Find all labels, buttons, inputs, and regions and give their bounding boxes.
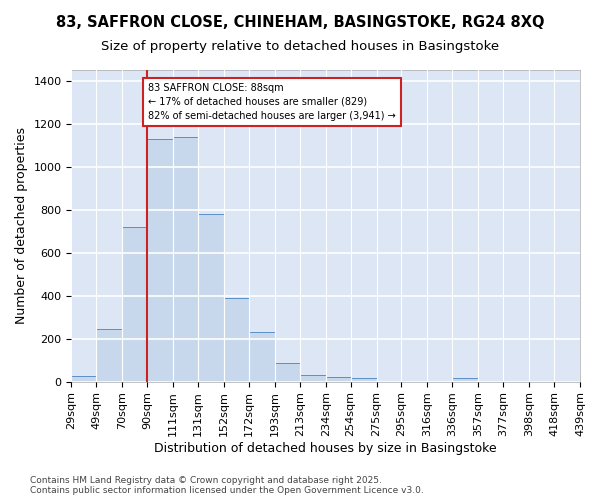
Text: Contains HM Land Registry data © Crown copyright and database right 2025.
Contai: Contains HM Land Registry data © Crown c… (30, 476, 424, 495)
Bar (326, 377, 350, 382)
Bar (71, 376, 96, 382)
Bar (249, 332, 275, 382)
Text: 83 SAFFRON CLOSE: 88sqm
← 17% of detached houses are smaller (829)
82% of semi-d: 83 SAFFRON CLOSE: 88sqm ← 17% of detache… (148, 83, 396, 121)
Bar (452, 378, 478, 382)
Bar (275, 363, 299, 382)
Y-axis label: Number of detached properties: Number of detached properties (15, 128, 28, 324)
Text: 83, SAFFRON CLOSE, CHINEHAM, BASINGSTOKE, RG24 8XQ: 83, SAFFRON CLOSE, CHINEHAM, BASINGSTOKE… (56, 15, 544, 30)
Bar (224, 298, 249, 382)
Text: Size of property relative to detached houses in Basingstoke: Size of property relative to detached ho… (101, 40, 499, 53)
Bar (173, 137, 198, 382)
Bar (96, 329, 122, 382)
Bar (122, 227, 147, 382)
Bar (299, 376, 326, 382)
Bar (198, 214, 224, 382)
X-axis label: Distribution of detached houses by size in Basingstoke: Distribution of detached houses by size … (154, 442, 497, 455)
Bar (350, 378, 377, 382)
Bar (147, 139, 173, 382)
